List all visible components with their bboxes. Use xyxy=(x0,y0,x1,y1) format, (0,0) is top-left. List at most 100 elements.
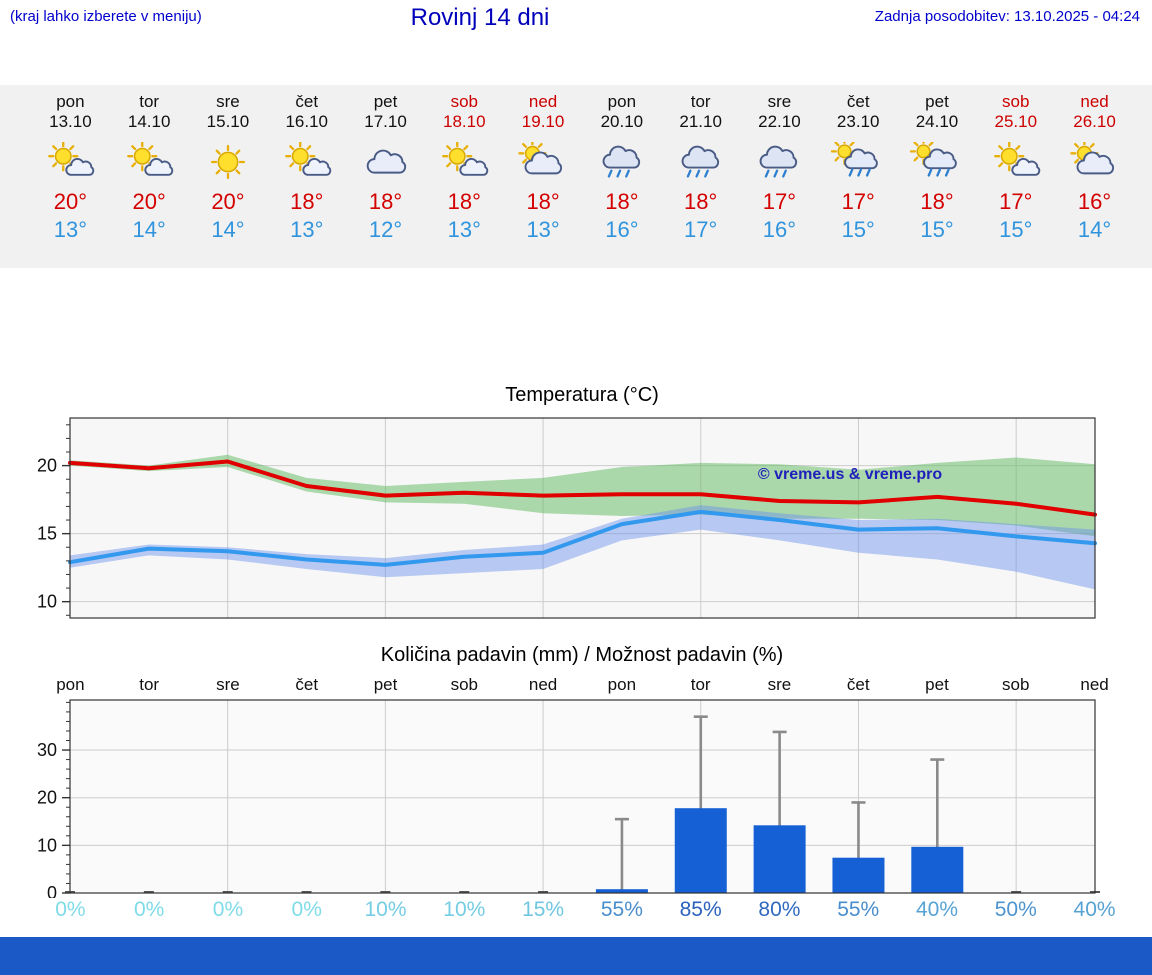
day-name: čet xyxy=(295,92,319,111)
rain-sun-icon xyxy=(909,141,957,177)
day-name: pet xyxy=(373,92,398,111)
raindrop xyxy=(703,169,709,178)
raindrop xyxy=(773,169,779,178)
forecast-day[interactable]: sob 25.10 17° 15° xyxy=(976,85,1055,268)
precip-probability: 55% xyxy=(600,898,643,921)
forecast-day[interactable]: sre 22.10 17° 16° xyxy=(740,85,819,268)
day-name: pon xyxy=(607,92,637,111)
precip-day-label: sre xyxy=(216,675,240,694)
cloud-shape xyxy=(1011,157,1040,176)
day-date: 20.10 xyxy=(600,112,644,132)
day-name: tor xyxy=(139,92,160,111)
precip-day-label: pet xyxy=(373,675,398,694)
sun-shape xyxy=(210,144,246,179)
forecast-day[interactable]: pon 20.10 18° 16° xyxy=(582,85,661,268)
forecast-day[interactable]: pon 13.10 20° 13° xyxy=(31,85,110,268)
chart-frame xyxy=(69,699,1096,894)
cloud-sun-icon xyxy=(1069,141,1114,175)
precip-probability: 85% xyxy=(679,898,722,921)
rain-icon xyxy=(760,145,798,178)
weather-icon-slot xyxy=(595,139,649,185)
forecast-day[interactable]: pet 17.10 18° 12° xyxy=(346,85,425,268)
forecast-day[interactable]: čet 16.10 18° 13° xyxy=(267,85,346,268)
precip-probability: 55% xyxy=(837,898,880,921)
sun-cloud-icon xyxy=(127,141,174,176)
precip-bar xyxy=(832,857,885,893)
day-high-temp: 20° xyxy=(53,188,88,214)
cloud-shape xyxy=(760,145,798,169)
precip-day-label: ned xyxy=(528,675,558,694)
precip-probability: 0% xyxy=(212,898,244,921)
temperatura-min-line xyxy=(68,509,1097,567)
weather-icon-slot xyxy=(359,139,413,185)
day-low-temp: 16° xyxy=(605,216,639,242)
day-low-temp: 15° xyxy=(920,216,954,242)
weather-icon-slot xyxy=(831,139,885,185)
precip-day-label: čet xyxy=(846,675,870,694)
day-high-temp: 18° xyxy=(684,188,718,214)
precip-bar-zero xyxy=(301,891,312,893)
precip-bar xyxy=(595,889,648,893)
day-date: 16.10 xyxy=(285,112,328,132)
forecast-day[interactable]: tor 21.10 18° 17° xyxy=(661,85,740,268)
temp-chart-title: Temperatura (°C) xyxy=(505,384,659,406)
precip-probability: 10% xyxy=(364,898,407,921)
y-tick-label: 30 xyxy=(37,740,57,760)
sun-cloud-icon xyxy=(48,141,95,176)
weather-icon-slot xyxy=(122,139,176,185)
cloud-shape xyxy=(459,157,489,176)
precip-day-label: pet xyxy=(925,675,949,694)
precip-day-label: pon xyxy=(56,675,85,694)
forecast-day[interactable]: pet 24.10 18° 15° xyxy=(898,85,977,268)
precip-probability: 0% xyxy=(55,898,86,921)
precip-probability: 80% xyxy=(758,898,801,921)
precip-probability: 40% xyxy=(915,898,958,921)
cloud-shape xyxy=(1076,151,1114,175)
day-low-temp: 12° xyxy=(368,216,403,242)
day-name: pet xyxy=(925,92,949,111)
day-low-temp: 14° xyxy=(132,216,166,242)
forecast-day[interactable]: sre 15.10 20° 14° xyxy=(189,85,268,268)
precip-probability: 10% xyxy=(443,898,486,921)
weather-icon-slot xyxy=(752,139,806,185)
raindrop xyxy=(607,169,613,178)
raindrop xyxy=(624,169,630,178)
forecast-day[interactable]: tor 14.10 20° 14° xyxy=(110,85,189,268)
day-date: 23.10 xyxy=(836,112,880,132)
cloud-shape xyxy=(524,151,563,175)
precip-percent-row: 0% 0% 0% 0% 10% 10% 15% 55% 85% 80% 55% 40% 50% 40% xyxy=(31,898,1134,922)
day-high-temp: 20° xyxy=(211,188,245,214)
forecast-day[interactable]: čet 23.10 17° 15° xyxy=(819,85,898,268)
day-high-temp: 18° xyxy=(368,188,403,214)
y-tick-label: 10 xyxy=(37,592,57,612)
precipitation-chart: 0 10 20 30 xyxy=(37,699,1100,898)
weather-icon-slot xyxy=(674,139,728,185)
day-date: 26.10 xyxy=(1073,112,1116,132)
y-tick-label: 15 xyxy=(37,524,57,544)
day-low-temp: 13° xyxy=(53,216,88,242)
temperatura-max-line xyxy=(68,459,1097,517)
day-high-temp: 16° xyxy=(1077,188,1112,214)
forecast-days: pon 13.10 20° 13° tor 14.10 20° 14° sre 15.10 20° 1… xyxy=(31,85,1134,268)
precip-bar xyxy=(674,808,727,893)
forecast-band: pon 13.10 20° 13° tor 14.10 20° 14° sre 15.10 20° 1… xyxy=(0,85,1152,268)
raindrop xyxy=(927,168,933,177)
forecast-day[interactable]: ned 19.10 18° 13° xyxy=(504,85,583,268)
day-name: ned xyxy=(528,92,558,111)
precip-bar-zero xyxy=(222,891,233,893)
precip-bar-zero xyxy=(538,891,549,893)
weather-icon-slot xyxy=(989,139,1043,185)
sun-shape xyxy=(284,141,316,172)
raindrop xyxy=(782,169,788,178)
precip-bar-zero xyxy=(380,891,391,893)
day-name: tor xyxy=(690,92,711,111)
forecast-day[interactable]: sob 18.10 18° 13° xyxy=(425,85,504,268)
day-name: ned xyxy=(1080,92,1109,111)
rain-icon xyxy=(602,145,640,178)
sun-cloud-icon xyxy=(284,141,331,176)
raindrop xyxy=(944,168,950,177)
weather-icon-slot xyxy=(280,139,334,185)
forecast-day[interactable]: ned 26.10 16° 14° xyxy=(1055,85,1134,268)
day-name: sob xyxy=(450,92,478,111)
